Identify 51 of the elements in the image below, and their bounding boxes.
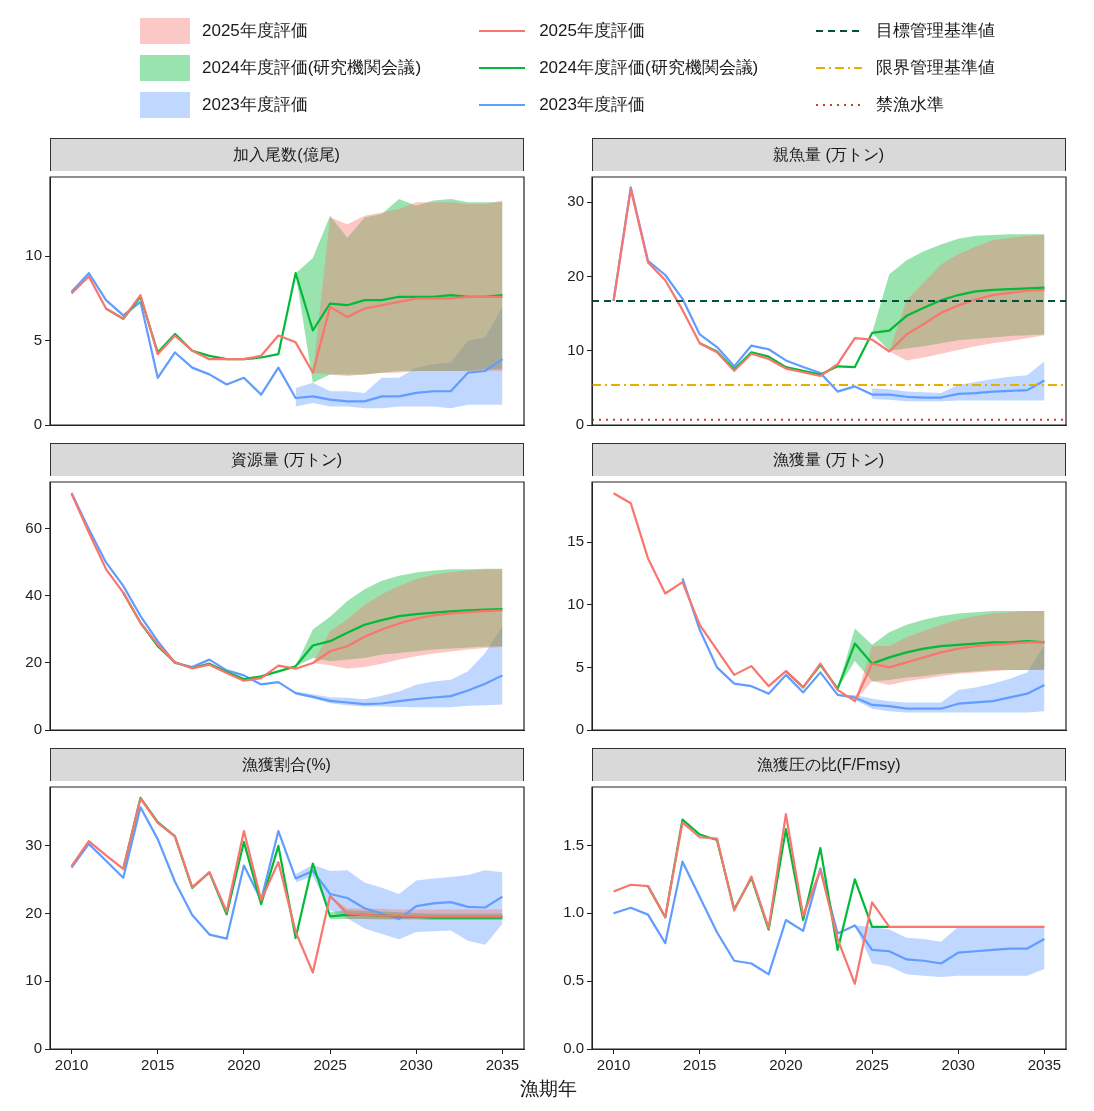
y-tick-label: 0	[33, 720, 42, 738]
chart-title: 加入尾数(億尾)	[49, 138, 524, 171]
x-tick-label: 2035	[485, 1056, 520, 1074]
x-tick-label: 2010	[596, 1056, 631, 1074]
y-tick-label: 0	[575, 415, 584, 433]
text: 2023年度評価	[539, 95, 645, 114]
y-tick-label: 0.5	[563, 971, 584, 989]
y-tick-label: 60	[25, 519, 42, 537]
y-tick-label: 1.5	[563, 835, 584, 853]
chart-title: 資源量 (万トン)	[49, 443, 524, 476]
y-tick-label: 5	[33, 330, 42, 348]
x-tick-label: 2010	[54, 1056, 89, 1074]
x-tick-label: 2020	[227, 1056, 261, 1074]
text: 2024年度評価(研究機関会議)	[539, 58, 759, 77]
y-tick-label: 0.0	[563, 1039, 584, 1057]
x-tick-label: 2025	[855, 1056, 889, 1074]
x-tick-label: 2020	[769, 1056, 803, 1074]
y-tick-label: 10	[25, 971, 42, 989]
x-axis-title: 漁期年	[518, 1077, 578, 1101]
chart-title: 漁獲圧の比(F/Fmsy)	[591, 748, 1066, 781]
y-tick-label: 30	[25, 836, 42, 854]
x-tick-label: 2025	[313, 1056, 347, 1074]
text: 2025年度評価	[539, 21, 645, 40]
legend-label: 限界管理基準値	[876, 57, 996, 79]
chart-title: 親魚量 (万トン)	[591, 138, 1066, 171]
y-tick-label: 0	[33, 1039, 42, 1057]
x-tick-label: 2015	[683, 1056, 717, 1074]
y-tick-label: 1.0	[563, 903, 584, 921]
y-tick-label: 15	[567, 532, 584, 550]
legend-label: 2024年度評価(研究機関会議)	[202, 57, 422, 79]
x-tick-label: 2030	[941, 1056, 975, 1074]
chart-title: 漁獲量 (万トン)	[591, 443, 1066, 476]
legend-label: 2025年度評価	[202, 20, 308, 42]
legend-label: 目標管理基準値	[876, 20, 996, 42]
y-tick-label: 20	[567, 266, 584, 284]
x-tick-label: 2035	[1027, 1056, 1062, 1074]
legend-label: 2023年度評価	[202, 94, 308, 116]
y-tick-label: 30	[567, 192, 584, 210]
y-tick-label: 40	[25, 586, 42, 604]
y-tick-label: 10	[567, 340, 584, 358]
y-tick-label: 20	[25, 903, 42, 921]
x-tick-label: 2030	[399, 1056, 433, 1074]
legend-label: 禁漁水準	[876, 94, 945, 116]
x-tick-label: 2015	[141, 1056, 175, 1074]
y-tick-label: 5	[575, 657, 584, 675]
y-tick-label: 10	[567, 594, 584, 612]
y-tick-label: 10	[25, 246, 42, 264]
y-tick-label: 0	[33, 415, 42, 433]
y-tick-label: 20	[25, 653, 42, 671]
chart-title: 漁獲割合(%)	[49, 748, 524, 781]
y-tick-label: 0	[575, 720, 584, 738]
